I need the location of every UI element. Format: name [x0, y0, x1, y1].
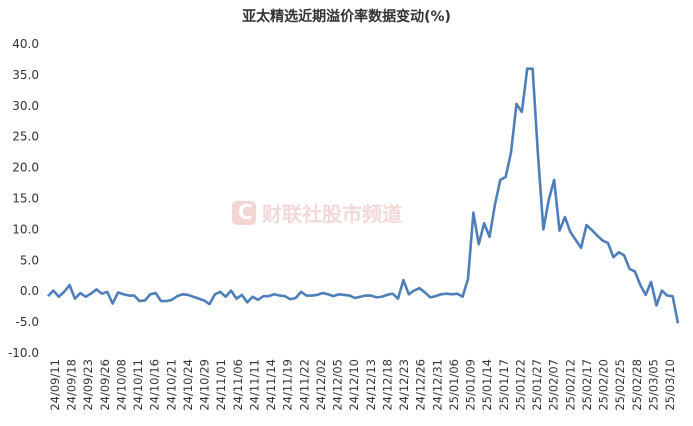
x-tick-label: 24/09/26 [98, 359, 112, 411]
x-tick-label: 24/12/26 [414, 359, 428, 411]
y-tick-label: -10.0 [8, 346, 39, 360]
x-tick-label: 24/12/31 [430, 359, 444, 411]
y-tick-label: 30.0 [12, 99, 39, 113]
x-tick-label: 25/02/25 [613, 359, 627, 411]
x-tick-label: 24/09/23 [81, 359, 95, 411]
x-tick-label: 24/12/10 [347, 359, 361, 411]
x-tick-label: 24/12/05 [331, 359, 345, 411]
x-tick-label: 24/11/22 [297, 359, 311, 411]
x-tick-label: 25/02/20 [597, 359, 611, 411]
x-tick-label: 24/12/18 [380, 359, 394, 411]
x-tick-label: 24/11/19 [281, 359, 295, 411]
x-tick-label: 24/11/11 [247, 359, 261, 411]
y-tick-label: 15.0 [12, 192, 39, 206]
x-tick-label: 24/10/16 [148, 359, 162, 411]
y-tick-label: 35.0 [12, 68, 39, 82]
x-tick-label: 24/10/11 [131, 359, 145, 411]
x-tick-label: 24/11/06 [231, 359, 245, 411]
x-tick-label: 25/01/14 [480, 359, 494, 411]
x-tick-label: 24/10/24 [181, 359, 195, 411]
y-tick-label: 10.0 [12, 222, 39, 236]
watermark-logo-icon [232, 201, 256, 225]
x-tick-label: 24/10/08 [114, 359, 128, 411]
x-tick-label: 25/01/17 [497, 359, 511, 411]
y-tick-label: 0.0 [20, 284, 39, 298]
x-tick-label: 25/02/28 [630, 359, 644, 411]
y-axis: 40.0 35.0 30.0 25.0 20.0 15.0 10.0 5.0 0.0 -5.0 -1… [8, 37, 39, 360]
x-tick-label: 25/01/27 [530, 359, 544, 411]
x-axis: 24/09/11 24/09/18 24/09/23 24/09/26 24/10/08… [48, 359, 677, 411]
y-tick-label: 20.0 [12, 161, 39, 175]
chart-title: 亚太精选近期溢价率数据变动(%) [242, 9, 451, 25]
x-tick-label: 25/03/10 [663, 359, 677, 411]
x-tick-label: 25/02/17 [580, 359, 594, 411]
watermark: C 财联社股市频道 [232, 200, 402, 226]
x-tick-label: 24/10/29 [198, 359, 212, 411]
x-tick-label: 24/12/02 [314, 359, 328, 411]
series-line [47, 67, 680, 324]
x-tick-label: 24/09/18 [65, 359, 79, 411]
x-tick-label: 24/09/11 [48, 359, 62, 411]
x-tick-label: 25/02/12 [563, 359, 577, 411]
watermark-text: 财联社股市频道 [262, 202, 402, 226]
series-group [47, 67, 680, 324]
x-tick-label: 25/01/22 [513, 359, 527, 411]
x-tick-label: 24/11/01 [214, 359, 228, 411]
x-tick-label: 24/10/21 [164, 359, 178, 411]
x-tick-label: 24/11/14 [264, 359, 278, 411]
x-tick-label: 24/12/23 [397, 359, 411, 411]
y-tick-label: 5.0 [20, 253, 39, 267]
x-tick-label: 25/01/09 [464, 359, 478, 411]
y-tick-label: -5.0 [16, 315, 39, 329]
x-tick-label: 25/01/06 [447, 359, 461, 411]
y-tick-label: 25.0 [12, 130, 39, 144]
x-tick-label: 24/12/13 [364, 359, 378, 411]
x-tick-label: 25/03/05 [646, 359, 660, 411]
watermark-logo-letter: C [238, 200, 253, 224]
x-tick-label: 25/02/07 [547, 359, 561, 411]
y-tick-label: 40.0 [12, 37, 39, 51]
